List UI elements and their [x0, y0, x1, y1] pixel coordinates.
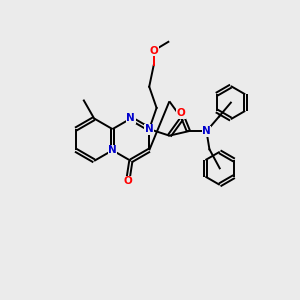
Text: N: N — [127, 113, 135, 124]
Text: N: N — [145, 124, 154, 134]
Text: O: O — [177, 108, 185, 118]
Text: N: N — [202, 126, 211, 136]
Text: N: N — [108, 145, 117, 155]
Text: O: O — [124, 176, 132, 186]
Text: O: O — [149, 46, 158, 56]
